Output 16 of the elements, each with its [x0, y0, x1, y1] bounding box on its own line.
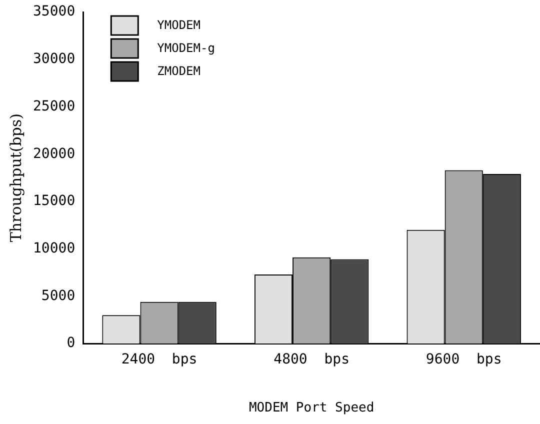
- x-tick-label: 4800 bps: [274, 352, 350, 368]
- x-tick-label: 2400 bps: [121, 352, 198, 368]
- legend-label: YMODEM-g: [157, 41, 215, 56]
- x-tick-label: 9600 bps: [426, 352, 502, 368]
- legend-label: ZMODEM: [157, 64, 201, 78]
- x-axis-title: MODEM Port Speed: [248, 400, 374, 416]
- legend-label: YMODEM: [157, 18, 201, 32]
- y-tick-label: 25000: [32, 98, 76, 114]
- y-tick-label: 20000: [32, 146, 76, 162]
- y-tick-label: 35000: [32, 4, 76, 20]
- y-tick-label: 15000: [32, 193, 76, 210]
- y-tick-label: 5000: [41, 288, 76, 304]
- y-tick-label: 30000: [32, 51, 76, 68]
- y-tick-label: 0: [66, 335, 76, 352]
- y-axis-title: Throughput(bps): [6, 113, 25, 242]
- y-tick-label: 10000: [32, 240, 76, 256]
